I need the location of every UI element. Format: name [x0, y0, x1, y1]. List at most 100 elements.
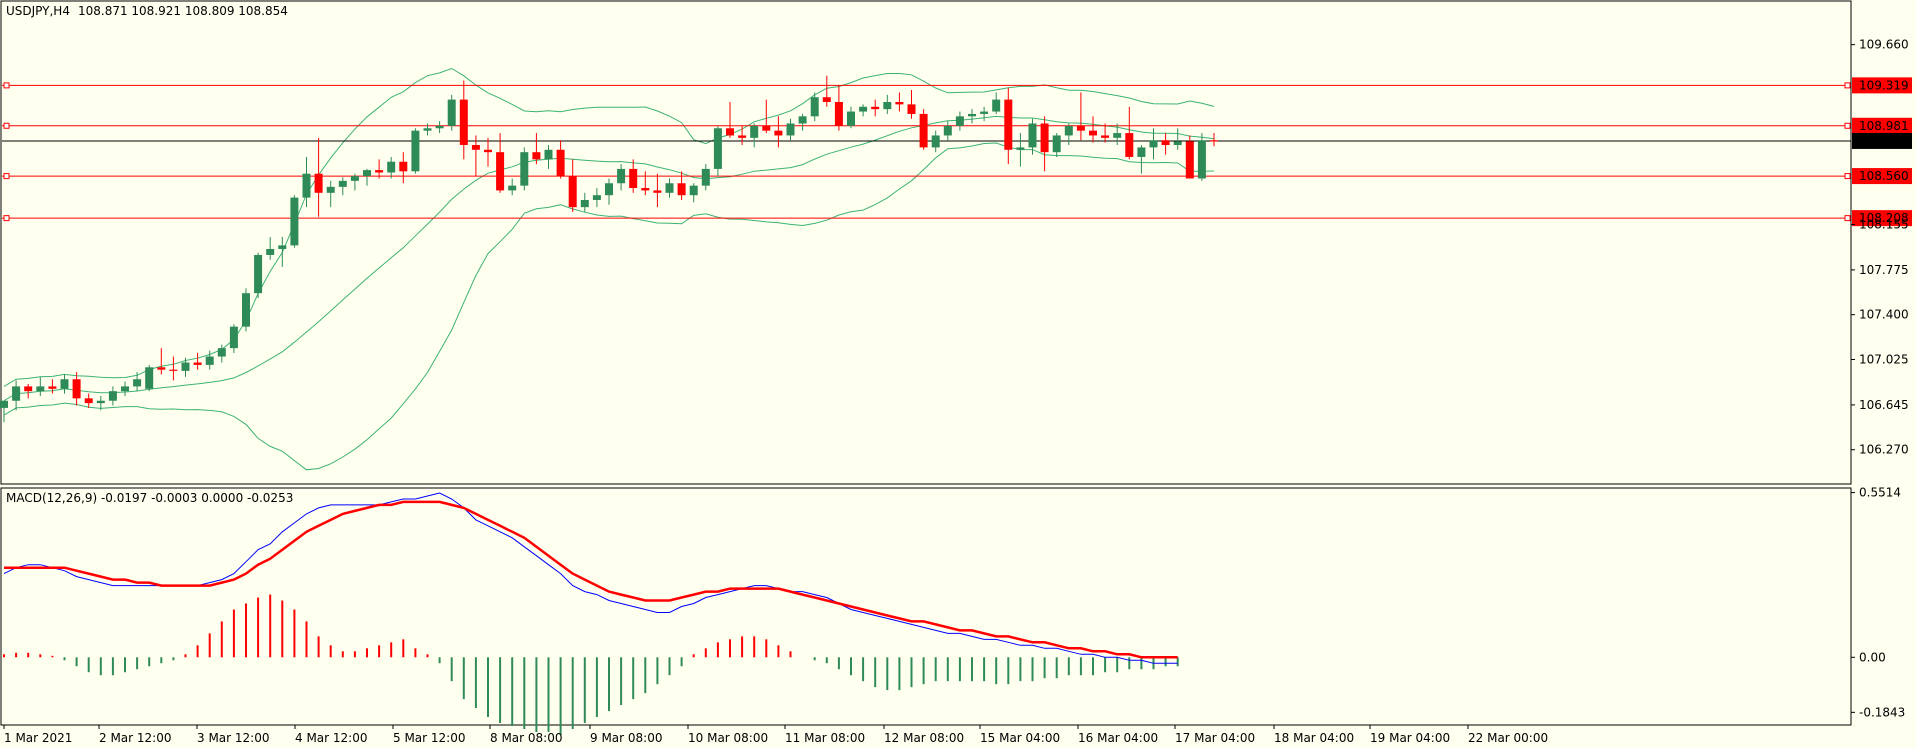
candle — [169, 356, 178, 381]
candle — [1004, 87, 1013, 165]
symbol-header: USDJPY,H4 108.871 108.921 108.809 108.854 — [6, 4, 288, 18]
time-tick-label: 5 Mar 12:00 — [393, 731, 466, 745]
time-tick-label: 9 Mar 08:00 — [590, 731, 663, 745]
time-tick-label: 8 Mar 08:00 — [490, 731, 563, 745]
candle — [217, 344, 226, 363]
candle — [774, 116, 783, 148]
candle — [943, 121, 952, 141]
level-handle[interactable] — [1844, 122, 1851, 129]
time-tick-label: 4 Mar 12:00 — [295, 731, 368, 745]
candle — [84, 393, 93, 408]
candlestick-series — [0, 75, 1218, 423]
candle — [229, 324, 238, 353]
candle — [738, 125, 747, 146]
candle — [1016, 133, 1025, 167]
time-axis: 1 Mar 2021 2 Mar 12:00 3 Mar 12:00 4 Mar 12… — [3, 725, 1548, 745]
candle — [1076, 92, 1085, 141]
candle — [1101, 123, 1110, 143]
level-handle[interactable] — [3, 173, 10, 180]
candle — [677, 171, 686, 200]
candle — [1028, 118, 1037, 155]
candle — [532, 133, 541, 165]
candle — [895, 92, 904, 112]
candle — [665, 178, 674, 198]
candle — [883, 94, 892, 114]
level-price-tag — [1852, 168, 1912, 185]
time-tick-label: 17 Mar 04:00 — [1175, 731, 1255, 745]
price-tick-label: 107.400 — [1859, 308, 1909, 322]
candle — [108, 386, 117, 406]
price-tick-label: 106.645 — [1859, 398, 1909, 412]
candle — [447, 94, 456, 131]
candle — [834, 85, 843, 131]
candle — [1113, 123, 1122, 146]
candle — [992, 92, 1001, 114]
candle — [326, 180, 335, 208]
candle — [919, 109, 928, 150]
price-tick-label: 108.560 — [1859, 169, 1909, 183]
candle — [363, 168, 371, 186]
current-price-tag — [1852, 132, 1912, 149]
candle — [1125, 106, 1134, 160]
candle — [629, 159, 638, 193]
candle — [1040, 116, 1049, 172]
candle — [193, 352, 202, 370]
candle — [290, 195, 299, 248]
candle — [762, 99, 771, 134]
candle — [726, 101, 734, 138]
level-handle[interactable] — [1844, 215, 1851, 222]
candle — [580, 192, 589, 212]
time-tick-label: 22 Mar 00:00 — [1468, 731, 1548, 745]
level-handle[interactable] — [1844, 82, 1851, 89]
level-handle[interactable] — [1844, 173, 1851, 180]
candle — [1052, 133, 1061, 157]
time-tick-label: 3 Mar 12:00 — [197, 731, 270, 745]
candle — [96, 395, 105, 411]
candle — [907, 90, 916, 119]
candle — [871, 99, 880, 117]
price-tick-label: 109.319 — [1859, 78, 1909, 92]
candle — [520, 147, 529, 191]
candle — [242, 288, 250, 332]
candle — [859, 104, 868, 117]
candle — [496, 133, 505, 193]
price-tick-label: 107.025 — [1859, 353, 1909, 367]
candle — [278, 237, 287, 267]
candle — [411, 128, 420, 174]
level-handle[interactable] — [3, 122, 10, 129]
candle — [653, 173, 662, 208]
macd-header: MACD(12,26,9) -0.0197 -0.0003 0.0000 -0.… — [6, 491, 293, 505]
candle — [592, 188, 601, 208]
time-tick-label: 11 Mar 08:00 — [785, 731, 865, 745]
candle — [302, 156, 311, 208]
price-tick-label: 108.854 — [1859, 134, 1909, 148]
candle — [399, 152, 408, 184]
candle — [641, 171, 650, 196]
level-price-tag — [1852, 77, 1912, 94]
candle — [145, 364, 154, 392]
candle — [72, 372, 81, 406]
level-handle[interactable] — [3, 215, 10, 222]
level-handle[interactable] — [3, 82, 10, 89]
candle — [544, 145, 553, 169]
candle — [484, 137, 492, 167]
time-tick-label: 15 Mar 04:00 — [980, 731, 1060, 745]
candle — [1149, 128, 1158, 160]
candle — [254, 252, 263, 298]
candle — [121, 381, 129, 396]
time-tick-label: 18 Mar 04:00 — [1274, 731, 1354, 745]
bb-lower-line — [3, 142, 1215, 471]
price-tick-label: 108.155 — [1859, 217, 1909, 231]
price-tick-label: 108.208 — [1859, 211, 1909, 225]
ohlc-readout: 108.871 108.921 108.809 108.854 — [78, 4, 288, 18]
level-price-tag — [1852, 117, 1912, 134]
candle — [955, 111, 964, 131]
candle — [36, 376, 45, 396]
candle — [1137, 145, 1146, 174]
price-panel-frame — [0, 0, 1852, 485]
bollinger-bands — [3, 67, 1215, 471]
macd-indicator — [3, 492, 1179, 735]
price-tick-label: 107.775 — [1859, 263, 1909, 277]
